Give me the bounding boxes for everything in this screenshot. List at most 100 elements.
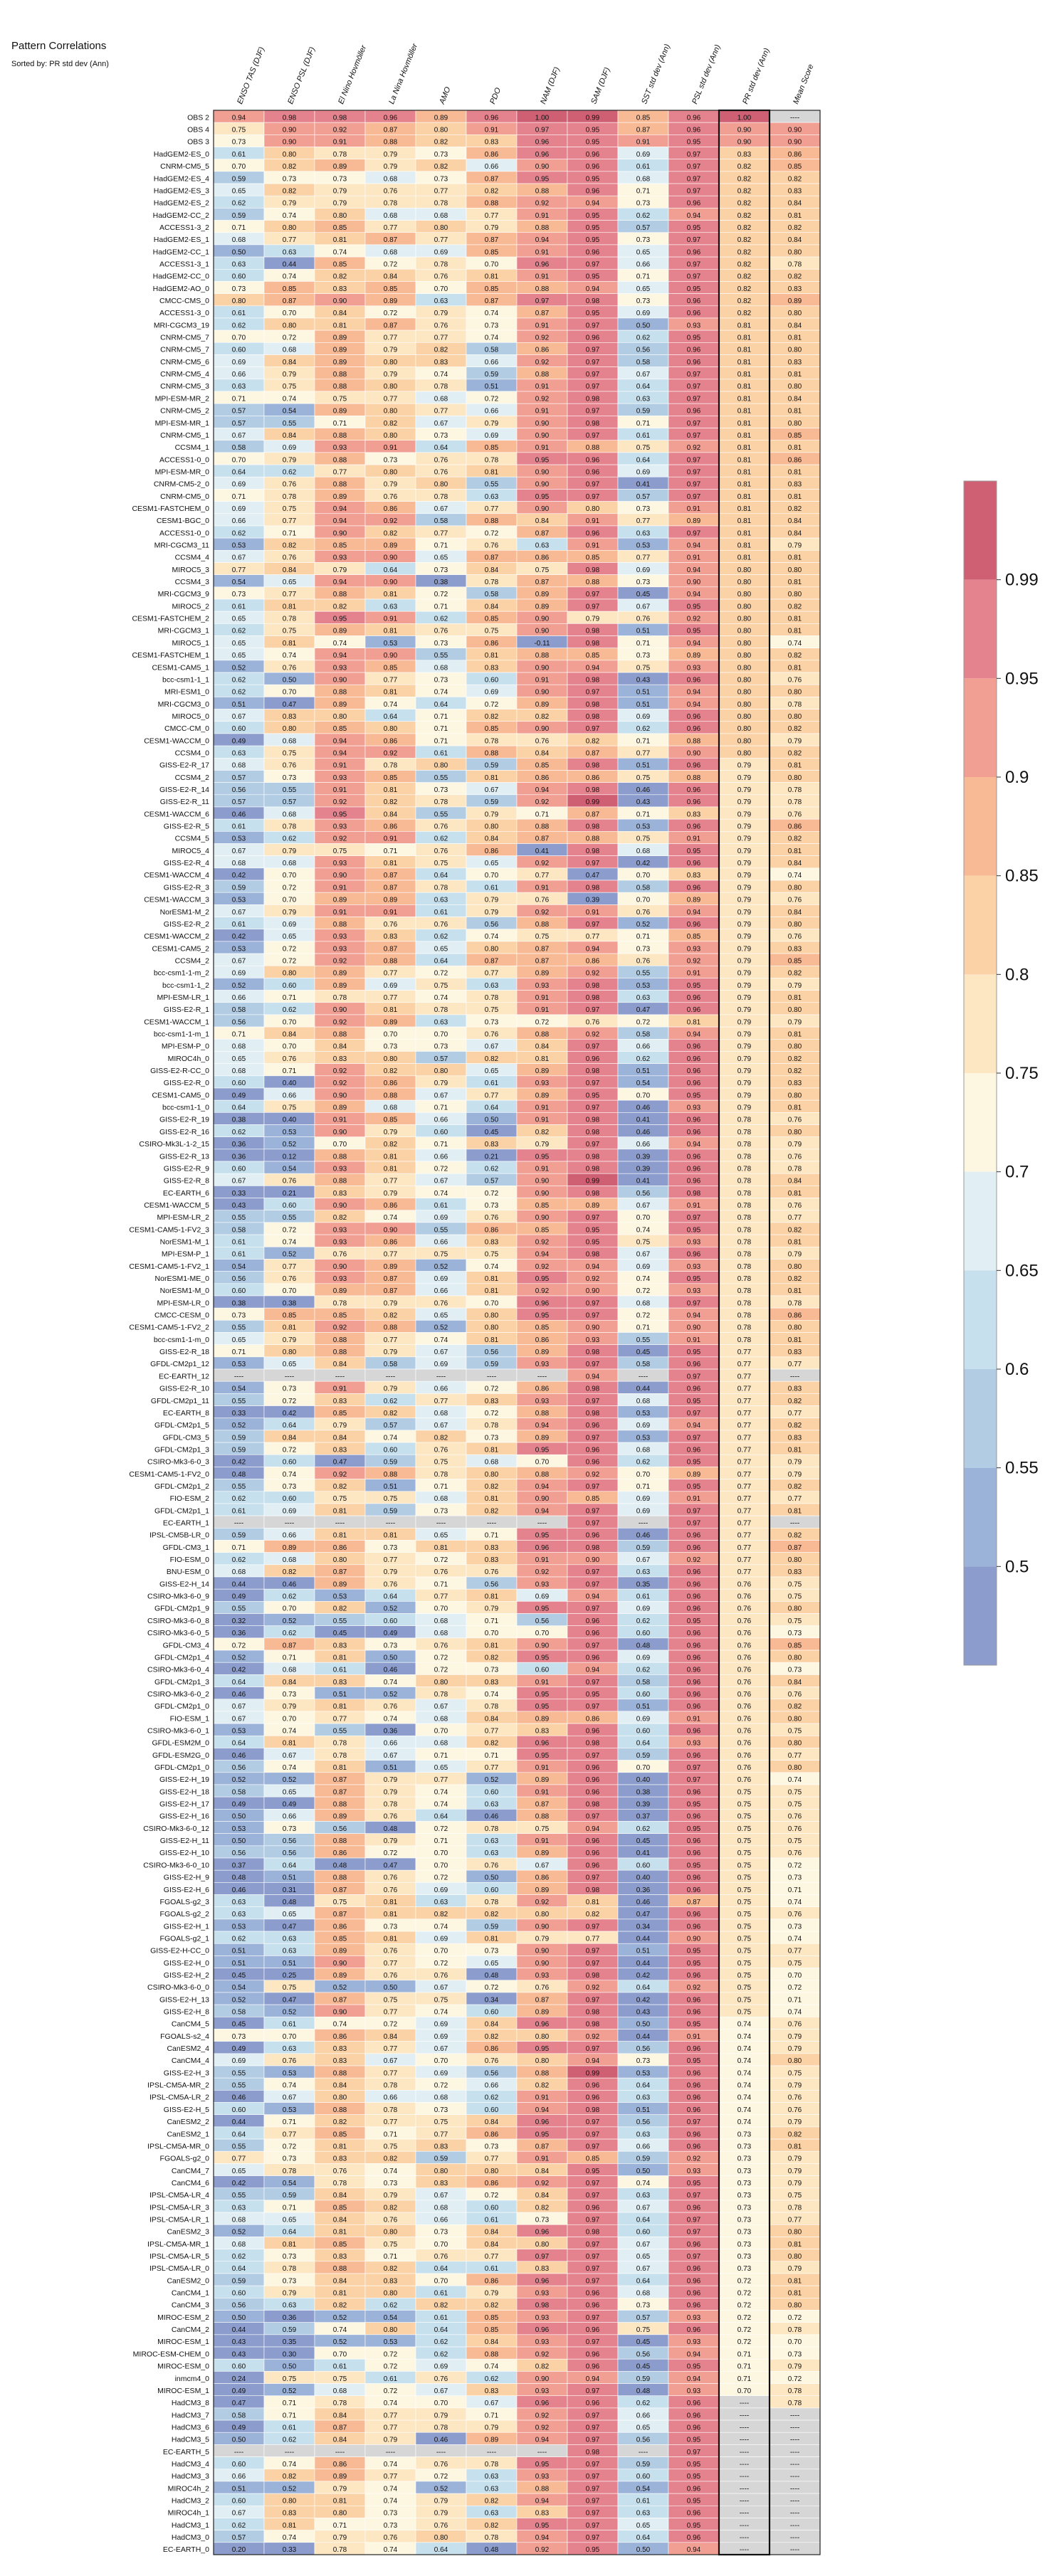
cell-value: 0.95 <box>535 1153 550 1161</box>
cell-value: ---- <box>234 2449 243 2456</box>
cell-value: 0.82 <box>384 420 398 428</box>
cell-value: 0.74 <box>283 1727 297 1735</box>
cell-value: 0.78 <box>737 1324 752 1332</box>
cell-value: 0.96 <box>687 2326 701 2334</box>
cell-value: 0.78 <box>737 1202 752 1210</box>
cell-value: 0.95 <box>687 1459 701 1467</box>
row-label: GFDL-CM2p1_1 <box>154 1506 209 1515</box>
row-label: EC-EARTH_1 <box>163 1519 209 1528</box>
cell-value: 0.82 <box>737 310 752 317</box>
cell-value: 0.57 <box>636 2314 651 2322</box>
cell-value: 0.98 <box>586 701 600 709</box>
cell-value: 0.61 <box>232 603 246 611</box>
cell-value: 0.50 <box>485 1874 499 1882</box>
cell-value: 0.98 <box>586 1129 600 1136</box>
cell-value: 0.80 <box>788 921 802 929</box>
cell-value: 0.72 <box>737 2338 752 2346</box>
cell-value: 0.77 <box>485 1727 499 1735</box>
cell-value: 0.84 <box>485 2241 499 2249</box>
cell-value: 0.81 <box>737 408 752 416</box>
cell-value: 0.78 <box>737 1226 752 1234</box>
cell-value: 0.65 <box>232 1336 246 1344</box>
cell-value: 0.59 <box>434 2155 448 2163</box>
cell-value: 0.65 <box>636 2522 651 2530</box>
cell-value: 0.46 <box>485 1813 499 1821</box>
cell-value: 0.64 <box>232 2265 246 2273</box>
cell-value: 0.67 <box>434 1422 448 1430</box>
row-label: CESM1-WACCM_1 <box>144 1018 209 1026</box>
cell-value: 0.63 <box>636 994 651 1002</box>
row-label: CESM1-FASTCHEM_1 <box>132 651 209 660</box>
cell-value: 0.97 <box>586 260 600 268</box>
cell-value: 0.92 <box>535 2180 550 2187</box>
cell-value: 0.66 <box>434 1287 448 1295</box>
cell-value: 0.68 <box>636 1398 651 1405</box>
cell-value: 0.87 <box>535 310 550 317</box>
cell-value: 0.84 <box>333 2412 347 2419</box>
row-label: GFDL-CM3_4 <box>163 1641 210 1649</box>
cell-value: 0.70 <box>485 1299 499 1307</box>
cell-value: 0.83 <box>788 359 802 366</box>
cell-value: 0.90 <box>283 139 297 147</box>
cell-value: 0.82 <box>384 1067 398 1075</box>
cell-value: 0.53 <box>283 2106 297 2114</box>
cell-value: 0.89 <box>687 1471 701 1479</box>
cell-value: 0.58 <box>434 517 448 525</box>
cell-value: 0.75 <box>384 2241 398 2249</box>
cell-value: 0.88 <box>384 139 398 147</box>
cell-value: ---- <box>234 1520 243 1528</box>
cell-value: 0.66 <box>434 2216 448 2224</box>
cell-value: 0.84 <box>333 2216 347 2224</box>
cell-value: 0.90 <box>333 676 347 684</box>
cell-value: 0.81 <box>737 420 752 428</box>
cell-value: 0.97 <box>586 2473 600 2481</box>
cell-value: 0.76 <box>485 542 499 550</box>
cell-value: 0.42 <box>636 860 651 867</box>
cell-value: 0.66 <box>485 408 499 416</box>
cell-value: 0.83 <box>535 2510 550 2518</box>
cell-value: 0.79 <box>384 1776 398 1784</box>
cell-value: 0.75 <box>384 1996 398 2004</box>
cell-value: 0.81 <box>737 371 752 379</box>
row-label: IPSL-CM5B-LR_0 <box>149 1531 209 1540</box>
cell-value: 0.80 <box>434 224 448 232</box>
cell-value: 0.63 <box>232 1911 246 1918</box>
cell-value: 0.84 <box>788 529 802 537</box>
cell-value: 0.64 <box>434 2265 448 2273</box>
cell-value: 0.95 <box>687 628 701 635</box>
cell-value: 0.50 <box>232 2314 246 2322</box>
cell-value: 0.78 <box>737 1238 752 1246</box>
cell-value: 0.73 <box>485 1667 499 1674</box>
row-label: GISS-E2-H_13 <box>159 1995 209 2004</box>
cell-value: 0.78 <box>788 2204 802 2212</box>
cell-value: 0.81 <box>788 408 802 416</box>
cell-value: 0.76 <box>434 628 448 635</box>
cell-value: 0.90 <box>788 139 802 147</box>
cell-value: 0.91 <box>687 2033 701 2041</box>
cell-value: 0.60 <box>485 1788 499 1796</box>
cell-value: 0.89 <box>535 970 550 978</box>
cell-value: 0.66 <box>232 517 246 525</box>
cell-value: 0.73 <box>737 2131 752 2138</box>
cell-value: 0.86 <box>535 554 550 562</box>
cell-value: 0.82 <box>384 1410 398 1418</box>
cell-value: 0.80 <box>788 1715 802 1723</box>
cell-value: 0.94 <box>687 566 701 574</box>
cell-value: 0.74 <box>737 2106 752 2114</box>
cell-value: 0.87 <box>535 945 550 953</box>
cell-value: ---- <box>740 2449 749 2456</box>
cell-value: 0.96 <box>687 1630 701 1637</box>
cell-value: 0.96 <box>687 1788 701 1796</box>
cell-value: 0.96 <box>687 2143 701 2150</box>
cell-value: 0.77 <box>788 1495 802 1503</box>
cell-value: 0.77 <box>788 1410 802 1418</box>
cell-value: 0.85 <box>333 2204 347 2212</box>
cell-value: 0.94 <box>586 1667 600 1674</box>
row-label: GFDL-CM2p1_5 <box>154 1421 209 1430</box>
cell-value: 0.95 <box>687 1348 701 1356</box>
cell-value: 0.75 <box>333 395 347 403</box>
cell-value: 0.97 <box>586 432 600 440</box>
cell-value: 0.43 <box>232 2350 246 2358</box>
cell-value: 0.77 <box>485 212 499 220</box>
cell-value: 0.92 <box>586 1275 600 1283</box>
